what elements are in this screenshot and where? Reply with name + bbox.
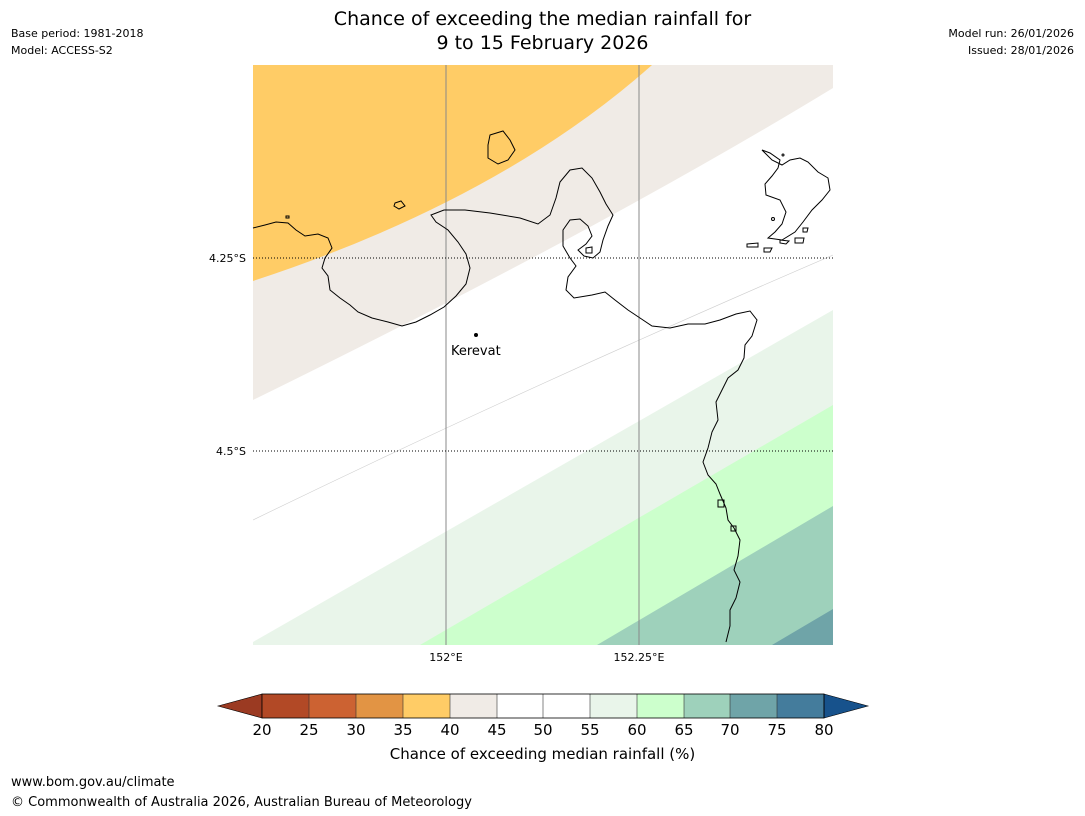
colorbar (216, 693, 870, 719)
colorbar-segment-35-40 (403, 694, 450, 718)
lat-label-425: 4.25°S (209, 252, 246, 265)
colorbar-tick: 40 (440, 721, 459, 739)
colorbar-segment-55-60 (590, 694, 637, 718)
coastline-ne-islet-5 (802, 227, 809, 233)
colorbar-tick: 80 (814, 721, 833, 739)
colorbar-tick: 20 (252, 721, 271, 739)
probability-bands (253, 65, 833, 645)
header-meta-right: Model run: 26/01/2026 Issued: 28/01/2026 (948, 25, 1074, 59)
footer-url[interactable]: www.bom.gov.au/climate (11, 775, 175, 790)
coastline-main (252, 167, 758, 643)
coastline-northeast (761, 149, 831, 241)
colorbar-outline (261, 693, 825, 719)
graticule (253, 65, 833, 645)
colorbar-tick: 70 (720, 721, 739, 739)
band-70-75 (772, 609, 833, 645)
lon-label-15225: 152.25°E (614, 651, 665, 664)
colorbar-tick: 60 (627, 721, 646, 739)
colorbar-segment-45-50 (497, 694, 543, 718)
band-35-40 (253, 65, 652, 281)
coastline (252, 130, 831, 643)
issued-text: Issued: 28/01/2026 (967, 44, 1074, 57)
colorbar-segment-70-75 (730, 694, 777, 718)
colorbar-segment-20-25 (262, 694, 309, 718)
colorbar-title: Chance of exceeding median rainfall (%) (389, 745, 696, 763)
colorbar-segment-65-70 (684, 694, 730, 718)
colorbar-tick: 30 (346, 721, 365, 739)
coastline-ne-islet-2 (763, 247, 773, 253)
coastline-e-islet-1 (717, 499, 725, 508)
colorbar-tick: 25 (299, 721, 318, 739)
map-labels: 4.25°S 4.5°S 152°E 152.25°E Kerevat 20 2… (209, 252, 834, 739)
colorbar-tick: 35 (393, 721, 412, 739)
header-meta-left: Base period: 1981-2018 Model: ACCESS-S2 (11, 25, 143, 59)
band-65-70 (597, 506, 833, 645)
colorbar-segment-gt80 (823, 693, 870, 719)
title-line-2: 9 to 15 February 2026 (436, 32, 649, 54)
coastline-ne-dot-1 (781, 153, 785, 157)
colorbar-segment-50-55 (543, 694, 590, 718)
colorbar-segment-75-80 (777, 694, 824, 718)
contour-50 (253, 254, 833, 521)
map-title: Chance of exceeding the median rainfall … (0, 7, 1085, 55)
colorbar-segment-40-45 (450, 694, 497, 718)
place-label-kerevat: Kerevat (451, 344, 501, 359)
base-period-text: Base period: 1981-2018 (11, 27, 144, 40)
title-line-1: Chance of exceeding the median rainfall … (333, 8, 752, 30)
colorbar-dividers (308, 694, 778, 718)
lat-label-45: 4.5°S (216, 445, 246, 458)
colorbar-tick-labels: 20 25 30 35 40 45 50 55 60 65 70 75 80 (252, 721, 833, 739)
coastline-e-islet-2 (730, 525, 737, 532)
coastline-islet-small (285, 215, 290, 219)
coastline-islet-north (487, 130, 516, 165)
colorbar-segment-lt20 (216, 693, 263, 719)
colorbar-segment-25-30 (309, 694, 356, 718)
colorbar-segment-60-65 (637, 694, 684, 718)
lon-label-152: 152°E (429, 651, 462, 664)
colorbar-tick: 45 (487, 721, 506, 739)
coastline-ne-islet-6 (585, 246, 593, 254)
model-run-text: Model run: 26/01/2026 (948, 27, 1074, 40)
town-marker (474, 333, 478, 337)
colorbar-tick: 65 (674, 721, 693, 739)
coastline-islet-west (393, 200, 406, 210)
footer-copyright: © Commonwealth of Australia 2026, Austra… (11, 795, 472, 810)
coastline-ne-dot-2 (771, 217, 775, 221)
coastline-ne-islet-3 (794, 237, 805, 244)
colorbar-tick: 55 (580, 721, 599, 739)
colorbar-tick: 75 (767, 721, 786, 739)
colorbar-segment-30-35 (356, 694, 403, 718)
coastline-ne-islet-4 (779, 239, 791, 245)
coastline-ne-islet-1 (746, 242, 759, 248)
model-text: Model: ACCESS-S2 (11, 44, 113, 57)
colorbar-tick: 50 (533, 721, 552, 739)
